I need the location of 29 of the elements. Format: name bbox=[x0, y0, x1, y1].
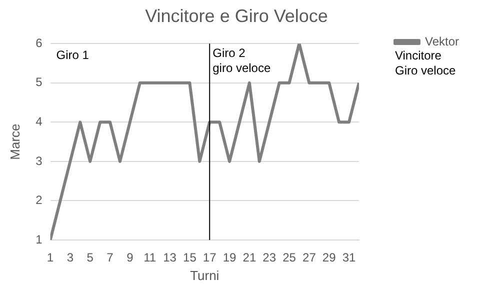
x-tick-label: 15 bbox=[183, 250, 197, 265]
x-tick-label: 13 bbox=[163, 250, 177, 265]
x-tick-label: 3 bbox=[66, 250, 74, 265]
x-tick-label: 27 bbox=[302, 250, 316, 265]
y-tick-label: 4 bbox=[36, 114, 43, 128]
x-tick-label: 31 bbox=[342, 250, 356, 265]
legend-label: Vektor bbox=[424, 34, 460, 48]
x-tick-label: 23 bbox=[262, 250, 276, 265]
x-axis-title: Turni bbox=[190, 268, 220, 283]
x-tick-label: 29 bbox=[322, 250, 336, 265]
x-tick-label: 21 bbox=[242, 250, 256, 265]
x-tick-label: 17 bbox=[202, 250, 217, 265]
x-tick-label: 19 bbox=[222, 250, 237, 265]
y-tick-label: 5 bbox=[36, 75, 43, 90]
chart-title: Vincitore e Giro Veloce bbox=[145, 6, 328, 26]
x-tick-label: 9 bbox=[126, 250, 134, 265]
y-tick-label: 3 bbox=[36, 154, 43, 168]
x-tick-label: 11 bbox=[144, 250, 156, 265]
ref-line-label: Giro 2 giro veloce bbox=[212, 46, 271, 75]
y-tick-label: 1 bbox=[36, 232, 43, 246]
x-tick-label: 1 bbox=[46, 250, 54, 265]
text: Vincitore Giro veloce bbox=[394, 48, 456, 78]
x-tick-label: 5 bbox=[86, 250, 94, 265]
x-tick-label: 7 bbox=[106, 250, 114, 265]
y-tick-label: 2 bbox=[36, 193, 43, 208]
x-tick-label: 25 bbox=[282, 250, 296, 265]
y-tick-label: 6 bbox=[36, 36, 43, 50]
annotation: Giro 1 bbox=[56, 48, 90, 62]
y-axis-title: Marce bbox=[7, 124, 22, 160]
